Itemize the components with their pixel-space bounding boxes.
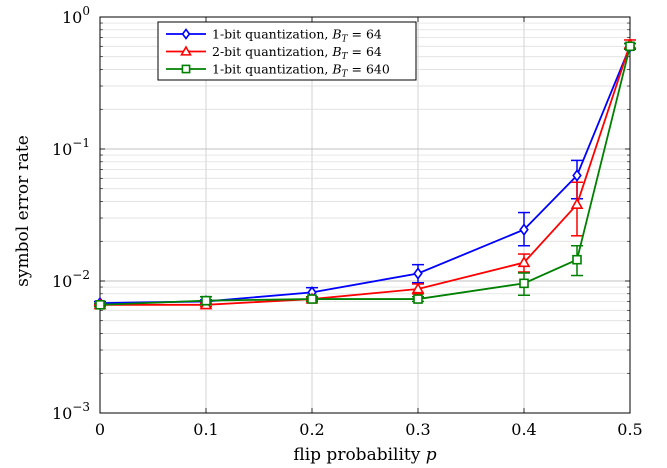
data-point: [180, 45, 192, 56]
y-tick-label-base: 10: [52, 140, 72, 159]
data-point: [411, 282, 425, 294]
data-point: [201, 295, 211, 306]
data-point: [413, 294, 423, 304]
legend-label-value: = 64: [348, 27, 382, 42]
y-tick-label-exponent: −2: [72, 268, 90, 282]
x-tick-label: 0.4: [511, 420, 536, 439]
x-tick-label: 0.5: [617, 420, 642, 439]
x-tick-label: 0.2: [299, 420, 324, 439]
plot-border: [99, 16, 631, 414]
y-tick-label: 10−3: [52, 400, 90, 423]
data-point: [181, 64, 191, 74]
y-tick-label-exponent: −3: [72, 400, 90, 414]
legend: 1-bit quantization, BT = 642-bit quantiz…: [157, 21, 417, 81]
legend-item: 1-bit quantization, BT = 64: [166, 27, 382, 45]
legend-label-variable: B: [331, 62, 341, 77]
x-axis-label-variable: p: [426, 445, 437, 465]
data-point: [181, 28, 191, 40]
data-point: [95, 300, 105, 310]
data-point: [572, 169, 582, 182]
y-tick-label: 100: [62, 4, 90, 27]
legend-label-text: 1-bit quantization,: [212, 27, 332, 42]
legend-label-variable: B: [331, 44, 341, 59]
legend-label: 1-bit quantization, BT = 64: [212, 27, 382, 45]
legend-label: 1-bit quantization, BT = 640: [212, 62, 390, 80]
legend-label-subscript: T: [342, 70, 349, 80]
x-tick-label: 0: [95, 420, 105, 439]
series-line: [100, 44, 631, 306]
y-axis-label: symbol error rate: [13, 135, 33, 287]
series-group: [93, 37, 637, 310]
data-point: [572, 254, 582, 265]
data-point: [519, 278, 529, 289]
y-tick-label-base: 10: [52, 404, 72, 423]
x-tick-label: 0.3: [405, 420, 430, 439]
series-line: [99, 45, 631, 305]
legend-label-subscript: T: [342, 35, 349, 45]
data-point: [307, 294, 317, 304]
x-axis-label-text: flip probability: [293, 445, 425, 465]
legend-label-value: = 64: [348, 44, 382, 59]
y-tick-label-exponent: 0: [82, 4, 90, 18]
data-point: [519, 223, 529, 236]
y-tick-label-base: 10: [52, 272, 72, 291]
data-point: [517, 255, 531, 268]
y-tick-label: 10−2: [52, 268, 90, 291]
data-point: [570, 197, 584, 210]
legend-label-value: = 640: [348, 62, 390, 77]
y-tick-label: 10−1: [52, 136, 90, 159]
y-tick-label-exponent: −1: [72, 136, 90, 150]
legend-label: 2-bit quantization, BT = 64: [212, 44, 382, 62]
series-line: [99, 46, 631, 306]
legend-item: 1-bit quantization, BT = 640: [166, 62, 390, 80]
x-axis-label: flip probability p: [293, 445, 436, 465]
legend-label-subscript: T: [342, 52, 349, 62]
x-tick-label: 0.1: [193, 420, 218, 439]
data-point: [413, 267, 423, 280]
series-1: [94, 39, 636, 310]
x-axis-ticks: 0 0.1 0.2 0.3 0.4 0.5: [95, 17, 643, 439]
data-point: [625, 41, 635, 52]
legend-label-text: 2-bit quantization,: [212, 44, 332, 59]
legend-label-text: 1-bit quantization,: [212, 62, 332, 77]
legend-item: 2-bit quantization, BT = 64: [166, 44, 382, 62]
y-tick-label-base: 10: [62, 8, 82, 27]
legend-label-variable: B: [331, 27, 341, 42]
series-3: [94, 41, 636, 310]
plot-frame: [99, 16, 631, 414]
